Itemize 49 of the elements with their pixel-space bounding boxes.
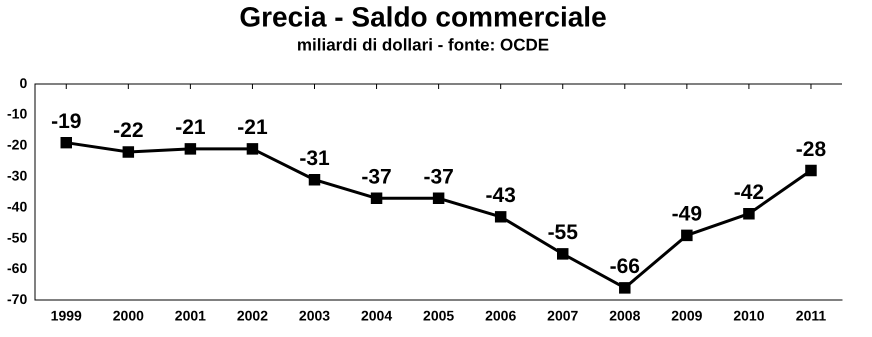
- point: [805, 164, 817, 176]
- chart-title: Grecia - Saldo commerciale: [239, 2, 607, 33]
- data-label: -31: [299, 147, 330, 170]
- x-tick-label: 2011: [796, 307, 826, 324]
- point: [556, 248, 568, 260]
- point: [122, 146, 134, 158]
- point: [494, 211, 506, 223]
- y-tick-label: -50: [7, 229, 28, 246]
- data-label: -55: [548, 221, 578, 244]
- y-tick-label: -20: [7, 136, 28, 153]
- point: [246, 143, 258, 155]
- data-label: -28: [796, 138, 826, 161]
- point: [743, 208, 755, 220]
- data-label: -66: [610, 255, 640, 278]
- y-tick-label: -10: [7, 106, 28, 122]
- x-tick-label: 2006: [485, 307, 516, 324]
- y-tick-label: 0: [19, 74, 28, 91]
- data-label: -43: [485, 184, 516, 208]
- data-label: -22: [113, 119, 144, 142]
- chart-subtitle: miliardi di dollari - fonte: OCDE: [296, 35, 550, 54]
- data-label: -49: [672, 202, 702, 226]
- x-tick-label: 2002: [236, 307, 268, 324]
- data-label: -21: [237, 116, 268, 140]
- x-tick-label: 2009: [671, 307, 703, 324]
- data-label: -37: [423, 166, 454, 189]
- point: [432, 192, 444, 204]
- data-label: -19: [51, 110, 82, 133]
- data-label: -21: [175, 116, 206, 140]
- x-tick-label: 2005: [423, 307, 454, 324]
- point: [184, 143, 196, 155]
- x-tick-label: 1999: [50, 307, 82, 324]
- y-tick-label: -40: [7, 198, 28, 214]
- point: [308, 174, 320, 186]
- x-tick-label: 2008: [609, 307, 641, 324]
- y-tick-label: -70: [7, 291, 28, 308]
- data-label: -37: [361, 166, 392, 189]
- y-tick-label: -60: [7, 260, 28, 276]
- x-tick-label: 2001: [174, 307, 206, 324]
- y-tick-label: -30: [7, 168, 28, 184]
- x-tick-label: 2003: [298, 307, 330, 324]
- x-tick-label: 2004: [360, 307, 392, 324]
- data-label: -42: [734, 181, 764, 204]
- point: [681, 230, 693, 242]
- point: [60, 136, 72, 148]
- x-tick-label: 2010: [733, 307, 765, 324]
- point: [370, 192, 382, 204]
- x-tick-label: 2007: [547, 307, 579, 324]
- x-tick-label: 2000: [112, 307, 144, 324]
- point: [619, 282, 631, 294]
